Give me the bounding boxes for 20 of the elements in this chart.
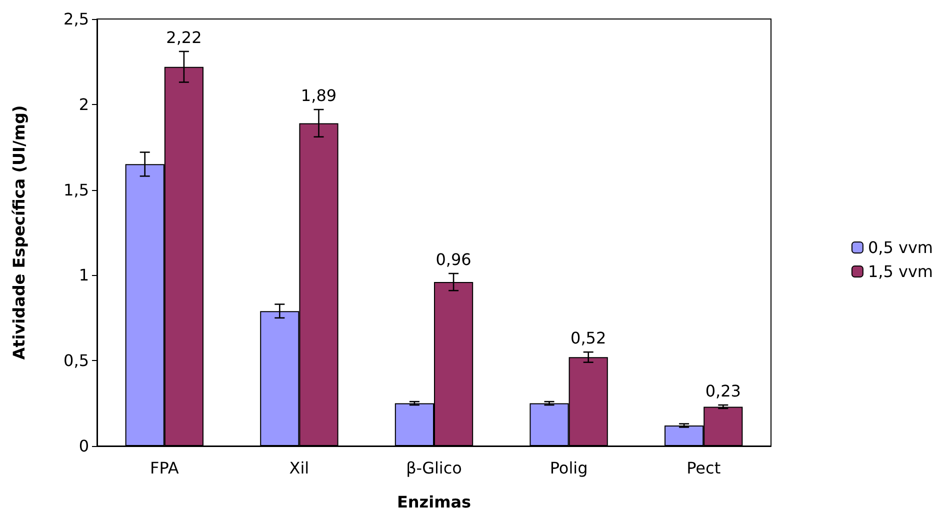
legend-label: 0,5 vvm [868, 238, 934, 257]
x-tick-label: Polig [550, 458, 588, 478]
y-tick-label: 0,5 [64, 351, 89, 370]
y-tick-label: 2 [78, 94, 89, 114]
x-tick-label: FPA [150, 458, 179, 478]
data-label: 2,22 [166, 28, 202, 47]
data-label: 1,89 [300, 86, 337, 106]
y-axis-title: Atividade Específica (UI/mg) [10, 105, 28, 360]
y-tick-label: 1 [78, 266, 89, 285]
x-tick-label: β-Glico [406, 458, 462, 478]
y-tick-label: 1,5 [64, 180, 89, 200]
y-tick-label: 0 [78, 436, 89, 456]
data-label: 0,52 [570, 328, 606, 348]
y-tick-label: 2,5 [64, 10, 89, 28]
data-label: 0,96 [436, 250, 472, 269]
data-label: 0,23 [705, 382, 741, 401]
x-axis-title: Enzimas [396, 492, 472, 512]
x-tick-label: Xil [289, 458, 310, 478]
legend-label: 1,5 vvm [868, 262, 934, 281]
x-tick-label: Pect [686, 458, 721, 478]
